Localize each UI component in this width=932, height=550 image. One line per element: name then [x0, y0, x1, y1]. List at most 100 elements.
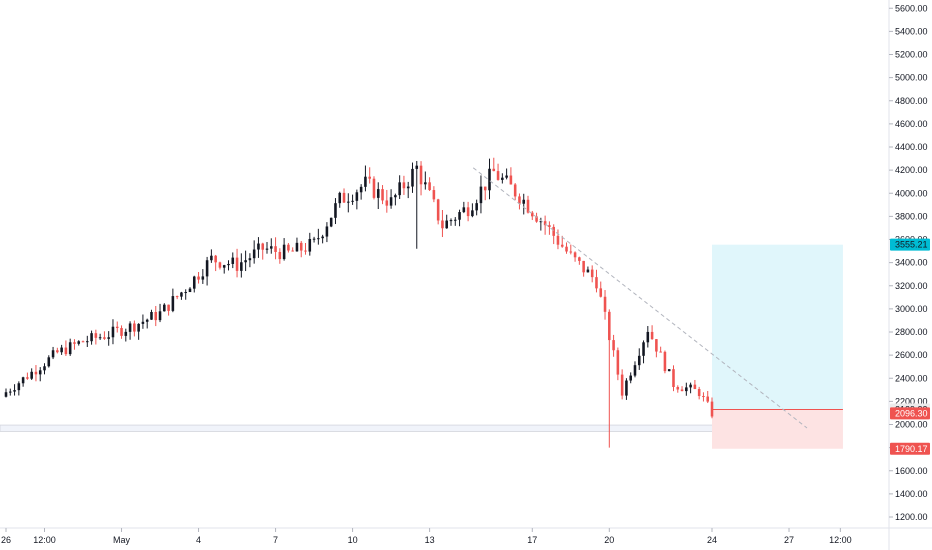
candle[interactable] — [424, 171, 427, 190]
candle[interactable] — [73, 339, 76, 350]
candle[interactable] — [620, 369, 624, 400]
candle[interactable] — [394, 193, 397, 206]
candle[interactable] — [642, 340, 645, 364]
candle[interactable] — [56, 347, 59, 354]
candle[interactable] — [458, 209, 461, 227]
candle[interactable] — [702, 392, 705, 402]
candle[interactable] — [612, 334, 615, 357]
candle[interactable] — [556, 229, 560, 250]
candle[interactable] — [659, 346, 662, 353]
candle[interactable] — [334, 198, 337, 225]
candle[interactable] — [646, 326, 650, 348]
candle[interactable] — [51, 346, 55, 360]
candle[interactable] — [466, 201, 470, 222]
candle[interactable] — [548, 221, 551, 235]
candle[interactable] — [389, 189, 393, 209]
candle[interactable] — [120, 325, 123, 339]
candle[interactable] — [38, 367, 42, 382]
candle[interactable] — [432, 186, 436, 203]
candle[interactable] — [381, 185, 384, 205]
candle[interactable] — [633, 361, 637, 378]
candle[interactable] — [518, 193, 521, 210]
candle[interactable] — [214, 254, 217, 272]
candle[interactable] — [325, 222, 329, 243]
candle[interactable] — [180, 291, 183, 300]
candle[interactable] — [235, 248, 239, 278]
candle[interactable] — [513, 183, 517, 201]
candle[interactable] — [295, 237, 299, 252]
candle[interactable] — [475, 199, 478, 216]
candle[interactable] — [483, 186, 487, 201]
candle[interactable] — [252, 240, 256, 264]
candle[interactable] — [86, 335, 89, 347]
candle[interactable] — [205, 256, 209, 286]
candle[interactable] — [693, 379, 697, 390]
candle[interactable] — [355, 189, 359, 210]
candle[interactable] — [685, 382, 688, 396]
candle[interactable] — [667, 369, 671, 372]
candle[interactable] — [663, 350, 667, 374]
candle[interactable] — [43, 363, 46, 375]
candle[interactable] — [145, 318, 149, 329]
candle[interactable] — [398, 175, 401, 200]
candle[interactable] — [154, 305, 158, 327]
candle[interactable] — [526, 195, 530, 214]
candle[interactable] — [124, 328, 128, 342]
candle[interactable] — [608, 309, 611, 448]
candle[interactable] — [167, 304, 170, 316]
candle[interactable] — [4, 388, 8, 398]
candle[interactable] — [492, 157, 496, 172]
candle[interactable] — [655, 339, 658, 358]
candle[interactable] — [342, 188, 346, 203]
candle[interactable] — [244, 250, 247, 272]
candle[interactable] — [308, 232, 312, 256]
candle[interactable] — [629, 372, 632, 384]
candle[interactable] — [462, 201, 466, 214]
candle[interactable] — [676, 385, 680, 393]
candle[interactable] — [449, 218, 453, 226]
candle[interactable] — [278, 248, 282, 264]
candle[interactable] — [385, 189, 389, 213]
candle[interactable] — [441, 209, 444, 238]
candle[interactable] — [47, 355, 51, 368]
candle[interactable] — [522, 193, 526, 215]
candle[interactable] — [304, 242, 307, 255]
candle[interactable] — [368, 167, 371, 184]
candle[interactable] — [552, 224, 555, 245]
candle[interactable] — [34, 365, 38, 382]
candle[interactable] — [505, 168, 508, 180]
candle[interactable] — [128, 321, 132, 340]
candle[interactable] — [496, 163, 500, 181]
candle[interactable] — [578, 256, 581, 265]
candle[interactable] — [111, 319, 115, 345]
candle[interactable] — [137, 323, 140, 340]
candle[interactable] — [501, 173, 504, 184]
candle[interactable] — [312, 236, 316, 243]
candle[interactable] — [406, 181, 410, 199]
candle[interactable] — [565, 242, 568, 254]
candle[interactable] — [64, 340, 68, 356]
candle[interactable] — [376, 182, 380, 210]
candle[interactable] — [60, 344, 63, 355]
candle[interactable] — [133, 320, 136, 337]
candle[interactable] — [227, 260, 230, 271]
candle[interactable] — [291, 247, 294, 252]
candle[interactable] — [680, 386, 684, 392]
candle[interactable] — [436, 198, 440, 225]
candle[interactable] — [150, 309, 153, 320]
candle[interactable] — [347, 193, 350, 213]
candle[interactable] — [625, 378, 628, 400]
candle[interactable] — [415, 160, 419, 249]
candle[interactable] — [411, 162, 414, 193]
candle[interactable] — [338, 191, 342, 208]
candle[interactable] — [586, 266, 590, 273]
candle[interactable] — [257, 237, 260, 258]
candle[interactable] — [175, 295, 179, 300]
candle[interactable] — [107, 331, 110, 346]
candle[interactable] — [98, 333, 102, 340]
candle[interactable] — [94, 329, 98, 345]
candle[interactable] — [321, 234, 324, 244]
candle[interactable] — [282, 238, 286, 261]
candle[interactable] — [192, 275, 196, 293]
